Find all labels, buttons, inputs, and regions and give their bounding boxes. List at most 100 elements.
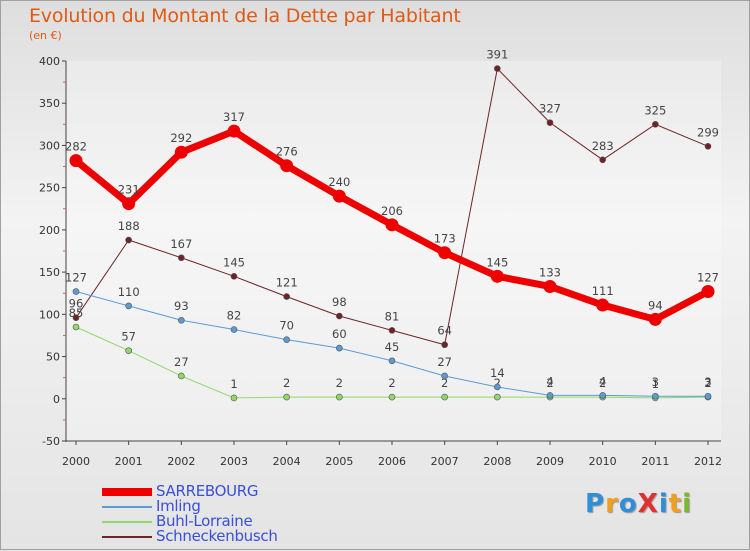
- data-point-sarrebourg: [438, 246, 452, 260]
- legend-label: Buhl-Lorraine: [156, 512, 253, 530]
- proxiti-logo: ProXiti: [585, 489, 692, 519]
- data-label-buhl-lorraine: 2: [283, 376, 290, 390]
- x-tick-label: 2005: [325, 455, 353, 468]
- data-label-schneckenbusch: 121: [276, 276, 298, 290]
- logo-letter: t: [668, 489, 683, 519]
- data-point-buhl-lorraine: [230, 394, 238, 402]
- data-point-buhl-lorraine: [125, 347, 132, 354]
- data-label-buhl-lorraine: 2: [546, 376, 553, 390]
- data-point-imling: [652, 392, 659, 400]
- data-label-sarrebourg: 94: [648, 298, 663, 312]
- data-label-sarrebourg: 276: [276, 145, 298, 159]
- data-label-schneckenbusch: 96: [69, 297, 84, 311]
- data-label-imling: 14: [490, 366, 505, 380]
- data-point-imling: [546, 392, 554, 399]
- data-label-buhl-lorraine: 2: [599, 376, 606, 390]
- data-point-buhl-lorraine: [72, 323, 80, 331]
- data-point-imling: [283, 336, 290, 343]
- data-point-sarrebourg: [596, 298, 610, 312]
- legend-swatch: [102, 488, 152, 496]
- data-point-imling: [178, 316, 185, 324]
- data-label-buhl-lorraine: 2: [388, 376, 395, 390]
- chart-unit: (en €): [29, 29, 62, 42]
- data-label-sarrebourg: 292: [170, 131, 192, 145]
- data-point-buhl-lorraine: [178, 372, 185, 380]
- data-label-sarrebourg: 111: [592, 284, 614, 298]
- x-tick-label: 2003: [220, 455, 248, 468]
- data-label-imling: 4: [546, 374, 553, 388]
- x-tick-label: 2009: [536, 455, 564, 468]
- data-label-schneckenbusch: 188: [118, 219, 140, 233]
- data-label-imling: 110: [118, 285, 140, 299]
- y-tick-label: 0: [53, 393, 60, 406]
- data-label-sarrebourg: 173: [434, 232, 456, 246]
- x-tick-label: 2000: [62, 455, 90, 468]
- data-point-imling: [441, 372, 448, 380]
- data-label-buhl-lorraine: 2: [336, 376, 343, 390]
- data-label-schneckenbusch: 327: [539, 102, 561, 116]
- legend-label: Imling: [156, 497, 201, 515]
- data-label-imling: 27: [437, 355, 452, 369]
- data-point-sarrebourg: [490, 269, 504, 283]
- data-label-imling: 3: [652, 375, 659, 389]
- data-label-schneckenbusch: 325: [644, 103, 666, 117]
- data-point-sarrebourg: [122, 197, 136, 211]
- data-point-schneckenbusch: [388, 327, 396, 334]
- logo-letter: r: [605, 489, 619, 519]
- data-label-sarrebourg: 145: [486, 255, 508, 269]
- data-label-buhl-lorraine: 57: [121, 330, 136, 344]
- data-label-sarrebourg: 231: [118, 183, 140, 197]
- data-point-imling: [599, 392, 606, 399]
- data-point-sarrebourg: [174, 145, 188, 159]
- data-point-buhl-lorraine: [494, 393, 501, 401]
- data-point-imling: [704, 392, 712, 400]
- data-label-schneckenbusch: 98: [332, 295, 347, 309]
- data-label-schneckenbusch: 299: [697, 125, 719, 139]
- data-label-imling: 45: [385, 340, 400, 354]
- x-tick-label: 2004: [273, 455, 301, 468]
- data-point-schneckenbusch: [125, 236, 132, 244]
- logo-letter: i: [682, 489, 693, 519]
- data-label-imling: 3: [704, 375, 711, 389]
- legend-swatch: [102, 521, 152, 523]
- data-point-sarrebourg: [69, 154, 83, 168]
- chart-title: Evolution du Montant de la Dette par Hab…: [29, 5, 461, 27]
- legend-swatch: [102, 536, 152, 538]
- y-tick-label: 300: [39, 139, 60, 152]
- data-point-schneckenbusch: [546, 119, 554, 126]
- x-tick-label: 2001: [115, 455, 143, 468]
- data-label-sarrebourg: 127: [697, 271, 719, 285]
- data-label-schneckenbusch: 391: [486, 48, 508, 62]
- data-point-sarrebourg: [227, 124, 241, 138]
- x-tick-label: 2006: [378, 455, 406, 468]
- data-point-sarrebourg: [280, 159, 294, 173]
- data-point-imling: [72, 288, 80, 295]
- data-point-sarrebourg: [648, 312, 662, 326]
- x-tick-label: 2007: [431, 455, 459, 468]
- data-label-imling: 82: [227, 309, 242, 323]
- data-label-schneckenbusch: 167: [170, 237, 192, 251]
- y-tick-label: 200: [39, 224, 60, 237]
- data-point-sarrebourg: [701, 285, 715, 299]
- data-label-buhl-lorraine: 1: [230, 377, 237, 391]
- data-point-imling: [336, 344, 343, 352]
- logo-letter: X: [637, 489, 659, 519]
- data-label-sarrebourg: 240: [328, 175, 350, 189]
- y-tick-label: 50: [46, 351, 60, 364]
- data-label-sarrebourg: 206: [381, 204, 403, 218]
- data-label-schneckenbusch: 145: [223, 255, 245, 269]
- data-label-buhl-lorraine: 2: [704, 376, 711, 390]
- data-point-imling: [494, 383, 501, 391]
- data-label-sarrebourg: 282: [65, 140, 87, 154]
- data-point-buhl-lorraine: [441, 393, 448, 401]
- data-label-imling: 70: [279, 319, 294, 333]
- data-point-sarrebourg: [332, 189, 346, 203]
- data-label-buhl-lorraine: 1: [652, 377, 659, 391]
- data-point-schneckenbusch: [652, 121, 659, 128]
- x-tick-label: 2008: [483, 455, 511, 468]
- data-point-schneckenbusch: [441, 341, 448, 349]
- y-tick-label: 350: [39, 97, 60, 110]
- data-point-imling: [230, 326, 238, 333]
